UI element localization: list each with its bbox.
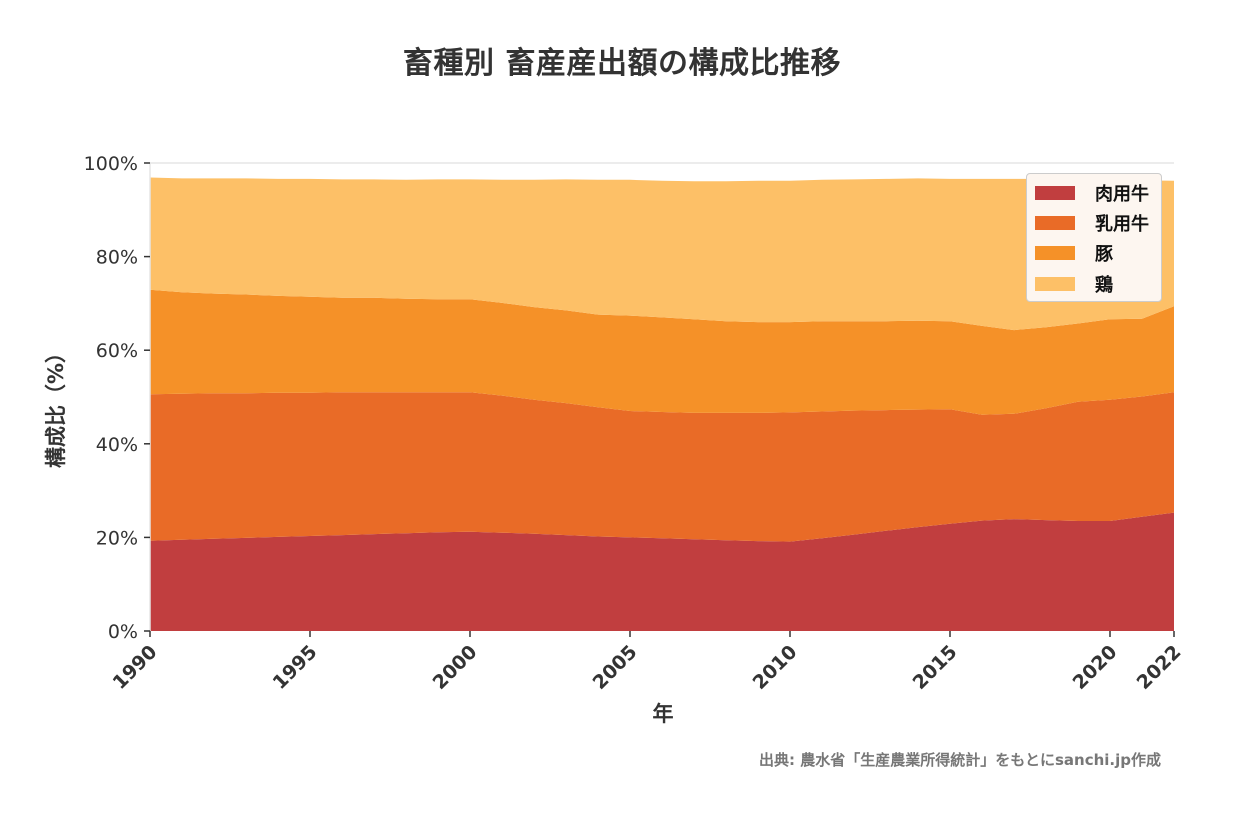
legend-swatch-pig (1035, 246, 1075, 260)
area-beef (150, 512, 1174, 631)
x-tick-label: 2020 (1069, 641, 1122, 694)
legend-swatch-chicken (1035, 277, 1075, 291)
x-tick-label: 2022 (1133, 641, 1186, 694)
legend-item-dairy: 乳用牛 (1035, 212, 1149, 235)
legend-label: 乳用牛 (1095, 214, 1149, 235)
legend-label: 肉用牛 (1095, 184, 1149, 205)
legend: 肉用牛 乳用牛 豚 鶏 (1026, 173, 1162, 302)
x-tick-label: 2010 (749, 641, 802, 694)
legend-item-chicken: 鶏 (1035, 273, 1113, 296)
legend-swatch-beef (1035, 186, 1075, 200)
y-tick-label: 40% (96, 434, 138, 456)
y-tick-label: 100% (84, 153, 138, 175)
area-chicken (150, 177, 1174, 331)
plot-areas (150, 177, 1174, 631)
chart-title: 畜種別 畜産産出額の構成比推移 (403, 46, 841, 81)
legend-item-pig: 豚 (1035, 242, 1113, 265)
legend-swatch-dairy (1035, 216, 1075, 230)
y-tick-label: 20% (96, 527, 138, 549)
area-pig (150, 289, 1174, 415)
x-tick-label: 1995 (269, 641, 322, 694)
x-axis-label: 年 (653, 702, 674, 726)
source-note: 出典: 農水省「生産農業所得統計」をもとにsanchi.jp作成 (759, 751, 1161, 769)
y-axis: 0% 20% 40% 60% 80% 100% (84, 153, 150, 643)
y-tick-label: 60% (96, 340, 138, 362)
legend-label: 豚 (1095, 244, 1113, 265)
y-tick-label: 80% (96, 247, 138, 269)
x-tick-label: 1990 (109, 641, 162, 694)
y-tick-label: 0% (108, 621, 138, 643)
x-tick-label: 2015 (909, 641, 962, 694)
x-tick-label: 2005 (589, 641, 642, 694)
x-tick-label: 2000 (429, 641, 482, 694)
legend-label: 鶏 (1095, 275, 1113, 296)
legend-item-beef: 肉用牛 (1035, 182, 1149, 205)
y-axis-label: 構成比（%） (44, 342, 68, 468)
x-axis: 1990 1995 2000 2005 2010 2015 2020 2022 (109, 631, 1186, 694)
area-dairy (150, 392, 1174, 542)
